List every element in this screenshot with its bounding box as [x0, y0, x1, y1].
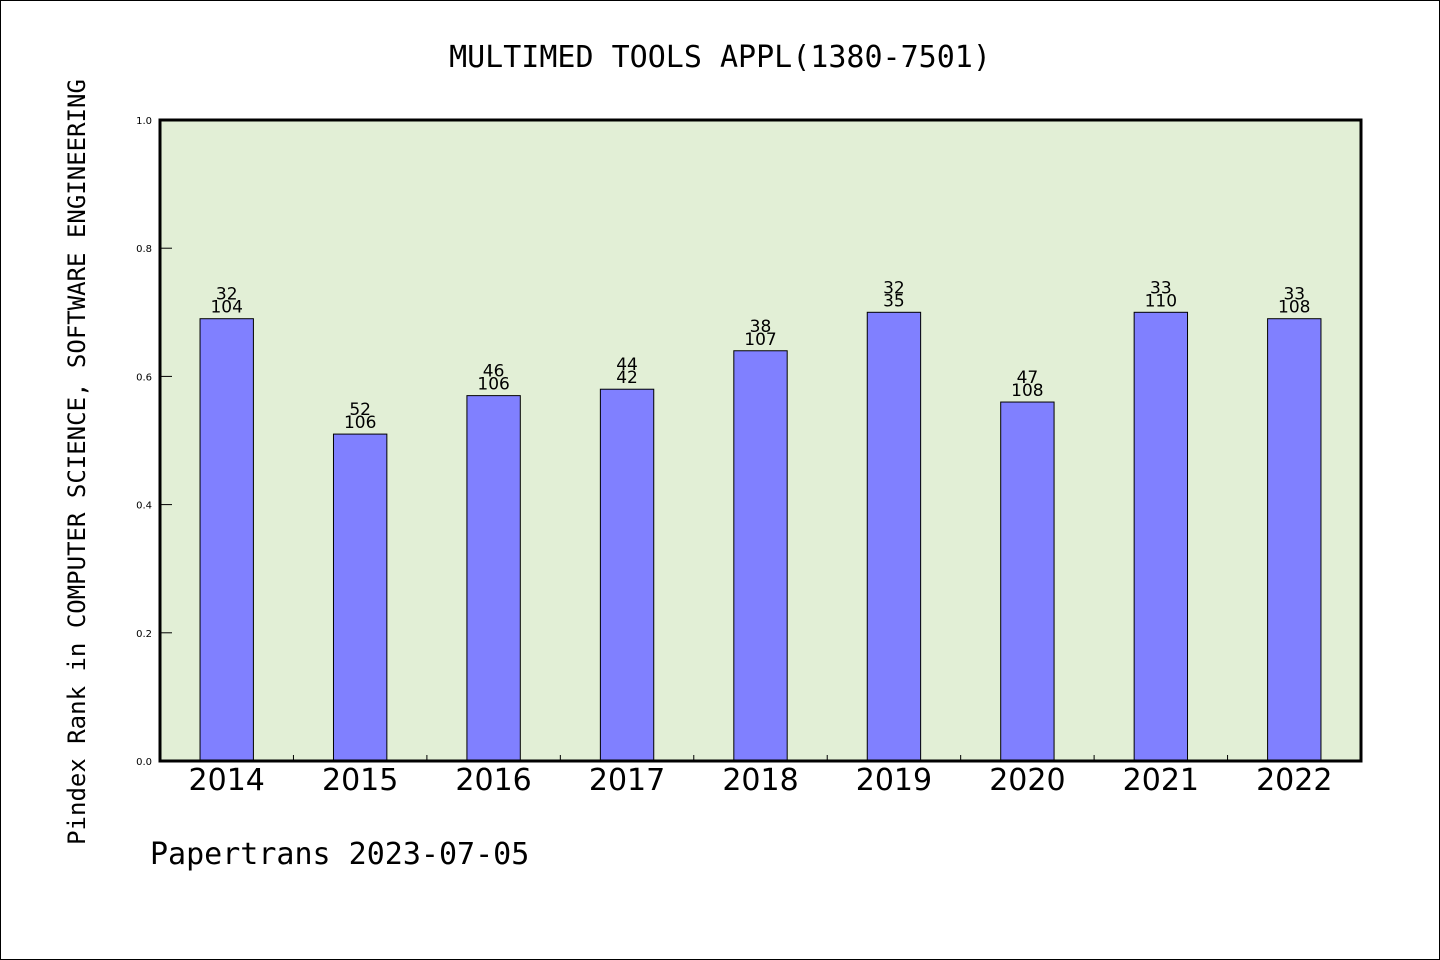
chart-title: MULTIMED TOOLS APPL(1380-7501) [449, 40, 991, 75]
bar-label-bottom-2017: 42 [616, 368, 638, 388]
y-tick-label-0.0: 0.0 [136, 757, 152, 768]
bar-label-top-2014: 32 [216, 285, 238, 305]
bar-label-top-2020: 47 [1017, 368, 1039, 388]
y-tick-label-0.2: 0.2 [136, 629, 152, 640]
bar-2014 [199, 318, 254, 762]
bar-label-bottom-2020: 108 [1011, 381, 1043, 401]
y-axis-label: Pindex Rank in COMPUTER SCIENCE, SOFTWAR… [63, 79, 91, 845]
bar-label-bottom-2016: 106 [477, 375, 509, 395]
bar-label-top-2019: 32 [883, 278, 905, 298]
bar-label-bottom-2018: 107 [744, 330, 776, 350]
x-tick-label-2018: 2018 [722, 763, 798, 798]
bar-label-top-2017: 44 [616, 355, 638, 375]
x-tick-label-2020: 2020 [989, 763, 1065, 798]
bar-2021 [1133, 311, 1189, 762]
bar-label-top-2015: 52 [349, 400, 371, 420]
x-tick-label-2016: 2016 [455, 763, 531, 798]
y-tick-label-0.8: 0.8 [136, 244, 152, 255]
bar-2016 [466, 395, 521, 762]
bar-label-bottom-2022: 108 [1278, 298, 1310, 318]
x-tick-label-2014: 2014 [189, 763, 265, 798]
y-axis: 0.0 0.2 0.4 0.6 0.8 1.0 [136, 116, 172, 768]
x-axis: 2014 2015 2016 2017 2018 2019 2020 2021 2022 [189, 755, 1332, 798]
bar-label-top-2018: 38 [750, 317, 772, 337]
bar-2015 [332, 433, 388, 762]
bar-label-bottom-2014: 104 [210, 298, 242, 318]
y-tick-label-0.6: 0.6 [136, 372, 152, 383]
bar-label-top-2016: 46 [483, 362, 505, 382]
bar-label-top-2021: 33 [1150, 278, 1172, 298]
y-tick-label-1.0: 1.0 [136, 116, 152, 127]
bar-2020 [1000, 401, 1055, 762]
x-tick-label-2019: 2019 [856, 763, 932, 798]
bar-label-bottom-2015: 106 [344, 413, 376, 433]
x-tick-label-2015: 2015 [322, 763, 398, 798]
bar-2017 [599, 388, 655, 762]
x-tick-label-2017: 2017 [589, 763, 665, 798]
x-tick-label-2021: 2021 [1123, 763, 1199, 798]
bar-label-top-2022: 33 [1283, 285, 1305, 305]
bar-2022 [1267, 318, 1322, 762]
x-tick-label-2022: 2022 [1256, 763, 1332, 798]
plot-border [158, 118, 1363, 763]
footer-credit: Papertrans 2023-07-05 [150, 837, 529, 872]
bar-label-bottom-2019: 35 [883, 291, 905, 311]
bar-2019 [866, 311, 922, 762]
bar-label-bottom-2021: 110 [1145, 291, 1177, 311]
bar-2018 [733, 350, 788, 762]
y-tick-label-0.4: 0.4 [136, 501, 152, 512]
